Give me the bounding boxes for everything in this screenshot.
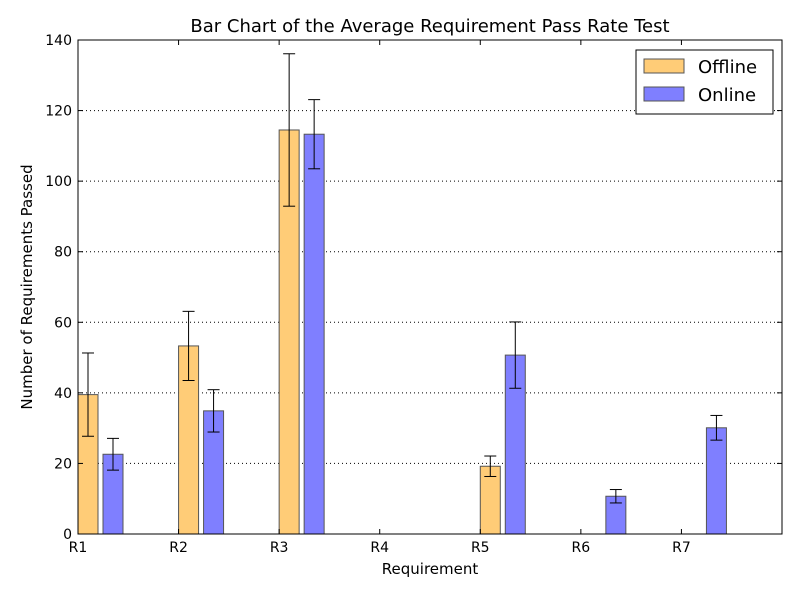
x-tick-label: R1	[69, 540, 88, 556]
bars	[77, 129, 727, 535]
axis-ticks: 0 20 40 60 80 100 120 140 R1 R2 R3 R4 R5 R6 R7	[45, 33, 782, 556]
x-axis-label: Requirement	[382, 560, 479, 578]
legend: Offline Online	[635, 49, 774, 115]
y-tick-label: 60	[54, 315, 72, 331]
legend-label-offline: Offline	[698, 57, 757, 78]
x-tick-label: R4	[370, 540, 389, 556]
y-tick-label: 20	[54, 456, 72, 472]
x-tick-label: R5	[471, 540, 490, 556]
y-tick-label: 120	[45, 104, 72, 120]
y-axis-label: Number of Requirements Passed	[18, 164, 36, 409]
x-tick-label: R7	[672, 540, 691, 556]
y-tick-label: 40	[54, 386, 72, 402]
y-tick-label: 100	[45, 174, 72, 190]
bar-online-r7	[705, 427, 727, 535]
grid-lines	[78, 110, 782, 464]
y-tick-label: 0	[63, 527, 72, 543]
legend-swatch-online	[643, 86, 685, 102]
x-tick-label: R6	[572, 540, 591, 556]
error-bars	[82, 53, 723, 504]
y-tick-label: 80	[54, 245, 72, 261]
legend-label-online: Online	[698, 85, 756, 106]
y-tick-label: 140	[45, 33, 72, 49]
x-tick-label: R3	[270, 540, 289, 556]
chart-title: Bar Chart of the Average Requirement Pas…	[190, 16, 669, 37]
bar-online-r3	[303, 133, 325, 535]
x-tick-label: R2	[169, 540, 188, 556]
legend-swatch-offline	[643, 58, 685, 74]
plot-frame	[77, 39, 783, 535]
